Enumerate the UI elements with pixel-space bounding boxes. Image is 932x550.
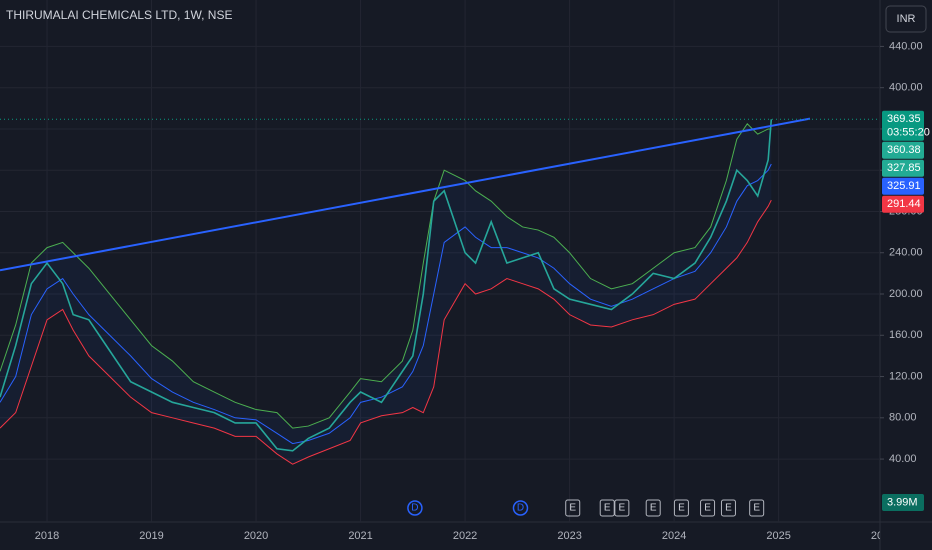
price-badge [882,110,924,141]
event-label: D [411,503,418,514]
event-icon [673,499,689,517]
currency-button[interactable] [885,5,927,33]
x-tick-label: 2020 [244,530,268,542]
y-tick-label: 120.00 [889,370,923,382]
event-icon [700,499,716,517]
chart-title: THIRUMALAI CHEMICALS LTD, 1W, NSE [6,8,232,22]
y-axis: 40.0080.00120.00160.00200.00240.00280.00… [880,40,930,511]
event-label: D [517,503,524,514]
x-tick-label: 2018 [35,530,59,542]
countdown: 03:55:20 [887,127,930,139]
price-badge [882,141,924,159]
price-badge-label: 327.85 [887,162,921,174]
event-icon [614,499,630,517]
y-tick-label: 400.00 [889,82,923,94]
series-line [0,199,772,465]
event-icon [720,499,736,517]
x-tick-label: 2019 [139,530,163,542]
y-tick-label: 240.00 [889,247,923,259]
event-label: E [753,503,760,514]
event-label: E [650,503,657,514]
x-tick-label: 2024 [662,530,686,542]
event-icon [407,500,423,516]
x-tick-label: 2026 [871,530,895,542]
x-tick-label: 2023 [557,530,581,542]
y-tick-label: 40.00 [889,453,917,465]
x-axis: 2018 2019 2020 2021 2022 2023 2024 2025 2026 [35,530,895,542]
price-badge-label: 325.91 [887,180,921,192]
event-label: E [619,503,626,514]
x-tick-label: 2021 [348,530,372,542]
x-tick-label: 2025 [766,530,790,542]
event-icon [599,499,615,517]
y-tick-label: 160.00 [889,329,923,341]
series-line [0,163,772,445]
event-label: E [569,503,576,514]
price-badge [882,159,924,177]
x-tick-label: 2022 [453,530,477,542]
price-badge-label: 360.38 [887,144,921,156]
price-badge [882,195,924,213]
event-icon [565,499,581,517]
event-label: E [725,503,732,514]
price-badge-label: 291.44 [887,198,921,210]
event-icon [749,499,765,517]
trendline [0,117,811,272]
price-badge-label: 369.35 [887,113,921,125]
grid [0,0,880,522]
series-line [0,123,772,429]
y-tick-label: 440.00 [889,40,923,52]
volume-badge [882,494,924,511]
y-tick-label: 80.00 [889,412,917,424]
event-label: E [678,503,685,514]
event-icon [645,499,661,517]
series-line [0,119,773,452]
event-label: E [604,503,611,514]
event-label: E [704,503,711,514]
y-tick-label: 200.00 [889,288,923,300]
event-icon [512,500,529,516]
currency[interactable]: INR [897,13,916,25]
volume-label: 3.99M [887,496,918,508]
price-badge [882,177,924,195]
